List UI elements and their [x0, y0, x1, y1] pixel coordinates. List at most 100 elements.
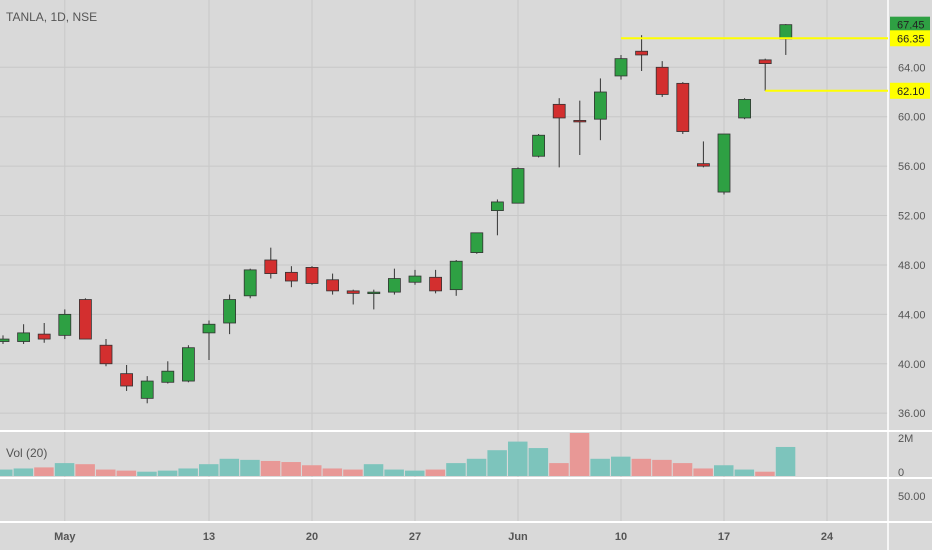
volume-bar [363, 464, 384, 476]
candle-body [346, 290, 360, 294]
y-tick-label: 60.00 [898, 112, 926, 124]
candle-up [490, 199, 504, 236]
candle-body [243, 269, 257, 297]
volume-bar [240, 459, 260, 476]
candle-up [511, 167, 525, 204]
candle-body [408, 275, 422, 283]
volume-bar [734, 469, 755, 476]
candle-body [449, 260, 463, 291]
x-tick-label: 13 [203, 531, 215, 543]
volume-bar [611, 456, 631, 476]
volume-bar [302, 465, 322, 476]
candle-body [140, 380, 154, 399]
volume-bar [590, 458, 610, 476]
candle-body [264, 259, 278, 274]
candle-body [79, 299, 92, 340]
volume-bar [34, 467, 54, 476]
candle-body [305, 267, 319, 284]
volume-bar [116, 470, 137, 476]
y-tick-label: 36.00 [898, 408, 926, 420]
price-tag-label: 66.35 [897, 33, 925, 45]
candle-body [655, 66, 669, 95]
candle-body [779, 24, 793, 40]
volume-bar [96, 469, 116, 476]
candle-body [0, 338, 10, 342]
candle-down [655, 61, 669, 97]
volume-bar [384, 469, 404, 476]
candle-body [676, 82, 690, 132]
level-price-tag [890, 30, 930, 47]
volume-bar [199, 464, 219, 476]
volume-layer [0, 433, 796, 476]
candle-body [17, 332, 31, 342]
candle-up [387, 268, 401, 295]
candle-body [58, 313, 72, 336]
volume-bar [343, 469, 363, 476]
volume-tick-label: 0 [898, 467, 904, 479]
candle-up [17, 324, 31, 344]
candle-body [223, 299, 237, 324]
y-tick-label: 40.00 [898, 359, 926, 371]
candle-down [429, 269, 443, 294]
volume-bar [75, 464, 95, 476]
candle-body [511, 168, 525, 204]
candle-body [738, 99, 751, 119]
volume-bar [322, 468, 343, 476]
candle-up [58, 309, 72, 340]
candle-up [181, 345, 195, 383]
volume-bar [652, 459, 672, 476]
candle-down [346, 289, 360, 305]
candle-down [284, 266, 298, 288]
volume-bar [528, 448, 549, 476]
price-tag-label: 67.45 [897, 20, 925, 32]
axis-layer: 36.00 40.00 44.00 48.00 52.00 56.00 60.00 64.00… [54, 16, 930, 543]
candle-down [305, 266, 319, 285]
candle-down [697, 141, 710, 168]
candle-body [429, 276, 443, 292]
candle-body [387, 278, 401, 293]
candle-up [594, 78, 607, 141]
candle-body [697, 163, 710, 167]
candle-body [99, 344, 113, 365]
level-layer [621, 37, 888, 92]
candle-down [326, 273, 340, 295]
volume-bar [549, 463, 569, 476]
volume-bar [178, 468, 198, 476]
x-tick-label: 17 [718, 531, 730, 543]
chart-title: TANLA, 1D, NSE [6, 10, 97, 24]
candle-layer[interactable] [0, 24, 793, 404]
candle-body [284, 271, 298, 282]
candle-up [449, 260, 463, 296]
candle-up [408, 269, 422, 285]
candle-body [635, 50, 648, 56]
x-tick-label: 10 [615, 531, 627, 543]
candle-down [635, 35, 648, 71]
candle-up [738, 98, 751, 120]
volume-bar [487, 450, 507, 476]
volume-bar [569, 433, 590, 476]
candle-up [470, 232, 484, 254]
candle-up [243, 268, 257, 299]
candle-down [37, 323, 51, 343]
candle-body [161, 370, 175, 383]
candle-down [120, 365, 133, 391]
candle-body [470, 232, 484, 253]
price-tag-label: 62.10 [897, 86, 925, 98]
volume-tick-label: 2M [898, 433, 913, 445]
candle-down [758, 58, 772, 91]
y-tick-label: 64.00 [898, 62, 926, 74]
candle-body [202, 323, 216, 334]
y-tick-label: 52.00 [898, 211, 926, 223]
candle-up [202, 320, 216, 361]
volume-bar [260, 460, 281, 476]
volume-bar [281, 462, 301, 476]
candle-up [614, 54, 628, 80]
volume-bar [755, 471, 775, 476]
candle-down [552, 98, 566, 168]
volume-bar [466, 458, 487, 476]
candle-body [37, 333, 51, 340]
volume-bar [137, 471, 157, 476]
